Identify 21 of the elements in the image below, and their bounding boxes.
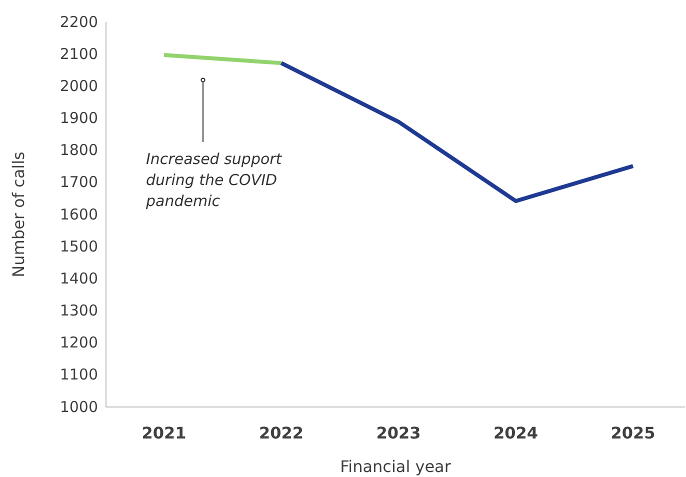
- y-tick-label: 2000: [60, 76, 98, 95]
- y-tick-label: 1800: [60, 141, 98, 160]
- x-tick-label: 2025: [610, 423, 656, 442]
- x-tick-label: 2024: [493, 423, 538, 442]
- annotation: Increased support during the COVID pandemic: [145, 150, 283, 210]
- x-tick-label: 2022: [258, 423, 304, 442]
- y-tick-label: 1300: [60, 302, 98, 320]
- y-tick-label: 2100: [60, 44, 98, 63]
- y-axis-title: Number of calls: [9, 152, 28, 278]
- y-tick-label: 1500: [60, 237, 98, 256]
- x-axis-title: Financial year: [340, 457, 452, 476]
- y-tick-label: 2200: [60, 12, 98, 31]
- y-tick-label: 1100: [60, 366, 98, 384]
- y-tick-label: 1000: [60, 398, 98, 416]
- y-tick-label: 1400: [60, 269, 98, 288]
- y-tick-label: 1900: [60, 109, 98, 128]
- y-tick-label: 1200: [60, 334, 98, 352]
- x-tick-label: 2023: [376, 423, 421, 442]
- y-tick-label: 1700: [60, 173, 98, 192]
- y-tick-label: 1600: [60, 205, 98, 224]
- x-tick-label: 2021: [142, 423, 186, 442]
